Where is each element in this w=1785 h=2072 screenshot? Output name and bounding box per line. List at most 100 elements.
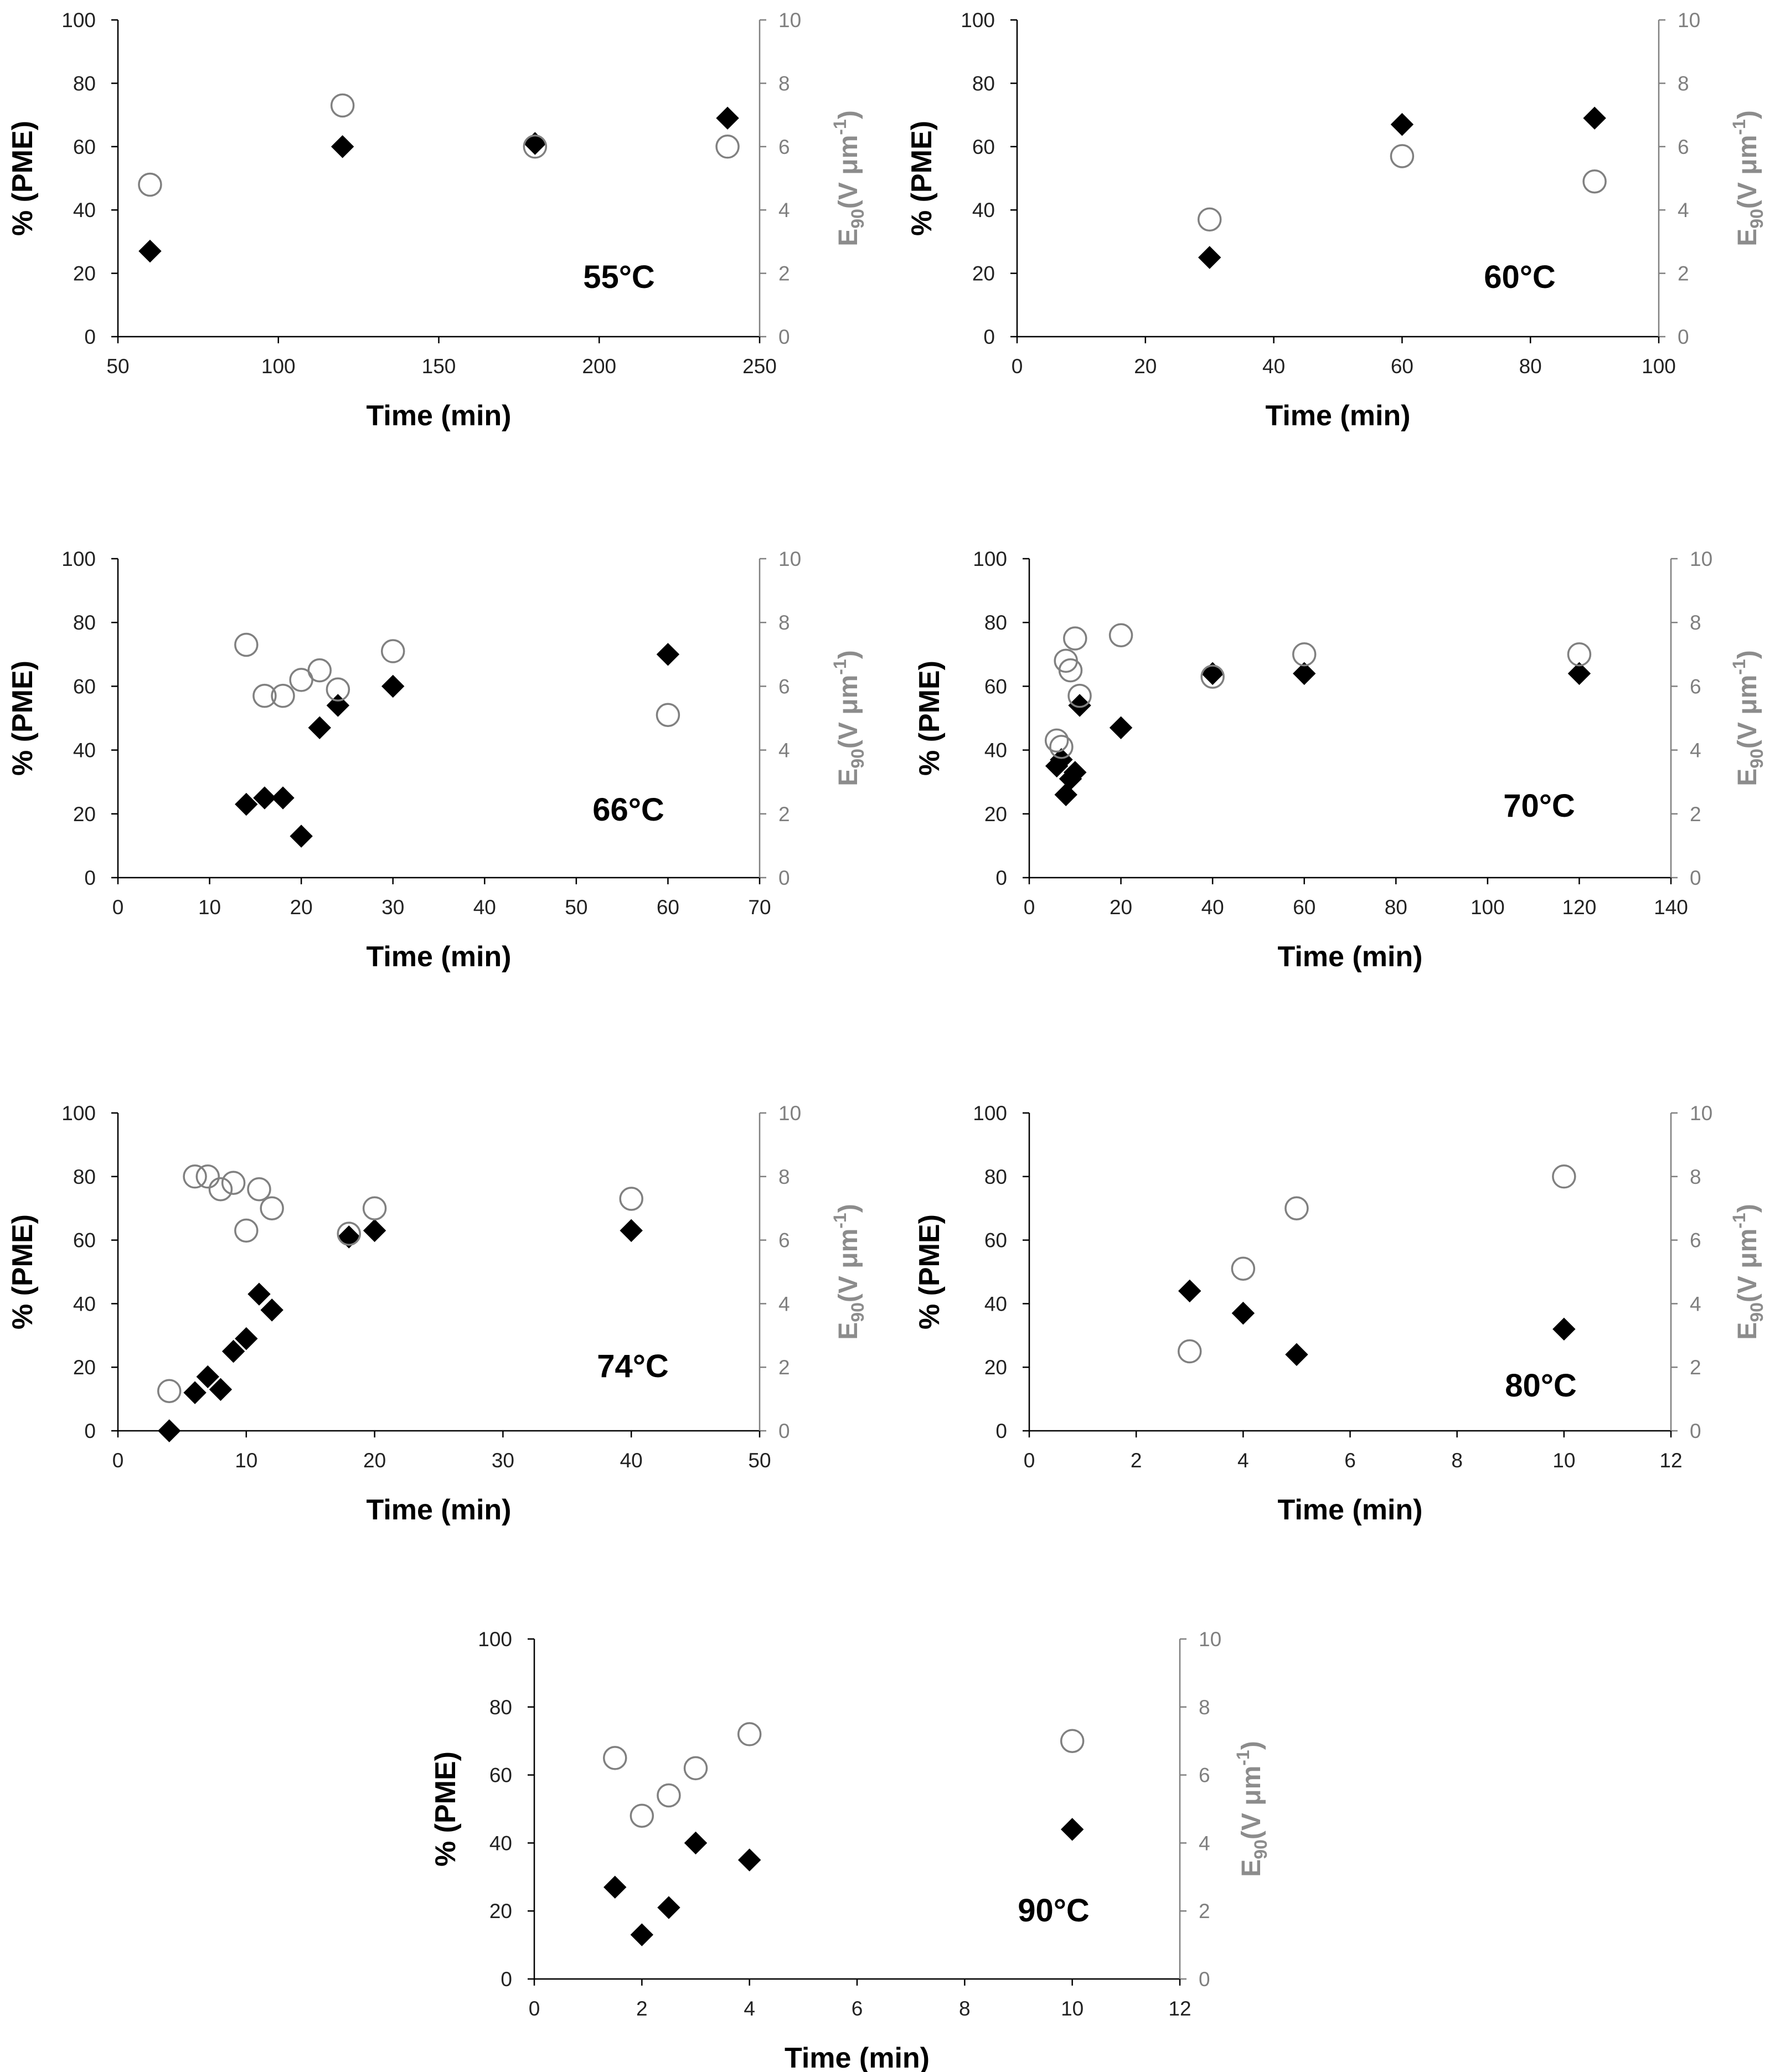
e90-point <box>260 1196 284 1220</box>
pme-point <box>630 1923 654 1946</box>
x-tick-label: 10 <box>235 1449 257 1472</box>
y2-tick-label: 4 <box>1678 199 1689 221</box>
y2-tick-label: 8 <box>778 1166 790 1188</box>
y2-tick-label: 4 <box>778 199 790 221</box>
y-axis-title: % (PME) <box>906 121 938 236</box>
pme-point <box>657 1896 680 1919</box>
e90-point <box>1231 1256 1256 1281</box>
x-tick-label: 140 <box>1654 896 1688 919</box>
pme-point <box>1285 1343 1308 1366</box>
y-tick-label: 80 <box>984 611 1007 634</box>
y-tick-label: 20 <box>489 1900 512 1922</box>
x-tick-label: 4 <box>1237 1449 1249 1472</box>
e90-point <box>1049 735 1074 759</box>
pme-point <box>260 1298 283 1322</box>
y2-tick-label: 6 <box>1199 1764 1210 1787</box>
x-tick-label: 30 <box>492 1449 514 1472</box>
y-tick-label: 80 <box>73 611 96 634</box>
y-tick-label: 40 <box>984 739 1007 762</box>
x-tick-label: 60 <box>1391 355 1413 378</box>
y2-tick-label: 6 <box>778 1229 790 1252</box>
x-tick-label: 150 <box>422 355 456 378</box>
pme-point <box>183 1381 207 1404</box>
pme-point <box>684 1831 708 1855</box>
x-tick-label: 0 <box>112 1449 124 1472</box>
y2-tick-label: 6 <box>1690 1229 1701 1252</box>
y-tick-label: 40 <box>984 1292 1007 1315</box>
e90-point <box>221 1171 246 1195</box>
y-tick-label: 40 <box>73 739 96 762</box>
y-axis-title: % (PME) <box>914 1214 946 1329</box>
y2-tick-label: 2 <box>778 803 790 826</box>
e90-point <box>1044 728 1069 753</box>
x-tick-label: 40 <box>620 1449 643 1472</box>
y-axis-title: % (PME) <box>430 1751 462 1867</box>
x-tick-label: 6 <box>852 1997 863 2020</box>
y-tick-label: 40 <box>972 199 995 221</box>
chart-panel-1: 0 20 40 60 80 100 0 2 4 6 8 10 50 100 150 200 250 Time (m… <box>7 9 868 432</box>
pme-point <box>656 643 680 666</box>
y-tick-label: 60 <box>489 1764 512 1787</box>
pme-point <box>271 786 295 810</box>
y2-tick-label: 0 <box>778 1420 790 1442</box>
pme-point <box>209 1378 233 1401</box>
pme-point <box>1109 716 1133 739</box>
x-axis-title: Time (min) <box>785 2042 930 2072</box>
x-tick-label: 40 <box>473 896 496 919</box>
pme-point <box>1390 113 1414 136</box>
x-tick-label: 10 <box>198 896 221 919</box>
y-tick-label: 60 <box>984 1229 1007 1252</box>
pme-point <box>603 1875 627 1899</box>
e90-point <box>326 677 350 702</box>
pme-point <box>221 1339 245 1363</box>
pme-point <box>247 1282 271 1306</box>
y2-tick-label: 0 <box>1678 326 1689 348</box>
y-tick-label: 60 <box>73 1229 96 1252</box>
e90-point <box>252 683 277 708</box>
y-tick-label: 20 <box>984 803 1007 826</box>
y-axis-title: % (PME) <box>7 121 39 236</box>
y2-tick-label: 2 <box>1199 1900 1210 1922</box>
y2-tick-label: 10 <box>1678 9 1700 32</box>
e90-point <box>307 658 332 683</box>
y-tick-label: 80 <box>489 1696 512 1719</box>
e90-point <box>1063 626 1087 651</box>
x-tick-label: 20 <box>1134 355 1157 378</box>
e90-point <box>1067 683 1092 708</box>
y2-tick-label: 10 <box>778 548 801 570</box>
x-tick-label: 50 <box>106 355 129 378</box>
x-axis-title: Time (min) <box>367 1494 512 1526</box>
e90-point <box>234 632 259 657</box>
y-tick-label: 100 <box>973 1102 1007 1125</box>
y2-axis-title: E90(V μm-1) <box>1729 110 1767 246</box>
x-tick-label: 8 <box>1451 1449 1463 1472</box>
y2-tick-label: 2 <box>1690 803 1701 826</box>
y2-axis-title: E90(V μm-1) <box>1729 1204 1767 1339</box>
y-tick-label: 0 <box>84 326 96 348</box>
x-tick-label: 10 <box>1552 1449 1575 1472</box>
x-tick-label: 50 <box>748 1449 771 1472</box>
x-tick-label: 0 <box>1024 1449 1035 1472</box>
pme-point <box>196 1365 219 1389</box>
e90-point <box>630 1803 654 1828</box>
x-tick-label: 8 <box>959 1997 971 2020</box>
y-tick-label: 100 <box>973 548 1007 570</box>
y2-tick-label: 6 <box>1678 136 1689 158</box>
y2-tick-label: 8 <box>778 72 790 95</box>
x-tick-label: 12 <box>1168 1997 1191 2020</box>
temperature-label: 74°C <box>597 1348 669 1384</box>
x-tick-label: 250 <box>742 355 777 378</box>
y2-tick-label: 4 <box>1199 1832 1210 1854</box>
y-tick-label: 60 <box>972 136 995 158</box>
x-axis-title: Time (min) <box>1278 941 1423 973</box>
e90-point <box>603 1746 627 1770</box>
y2-axis-title: E90(V μm-1) <box>1233 1741 1271 1877</box>
pme-point <box>308 716 331 739</box>
y2-tick-label: 6 <box>778 136 790 158</box>
y2-tick-label: 4 <box>1690 1292 1701 1315</box>
e90-point <box>656 703 680 727</box>
temperature-label: 55°C <box>583 259 655 295</box>
x-tick-label: 0 <box>1024 896 1035 919</box>
